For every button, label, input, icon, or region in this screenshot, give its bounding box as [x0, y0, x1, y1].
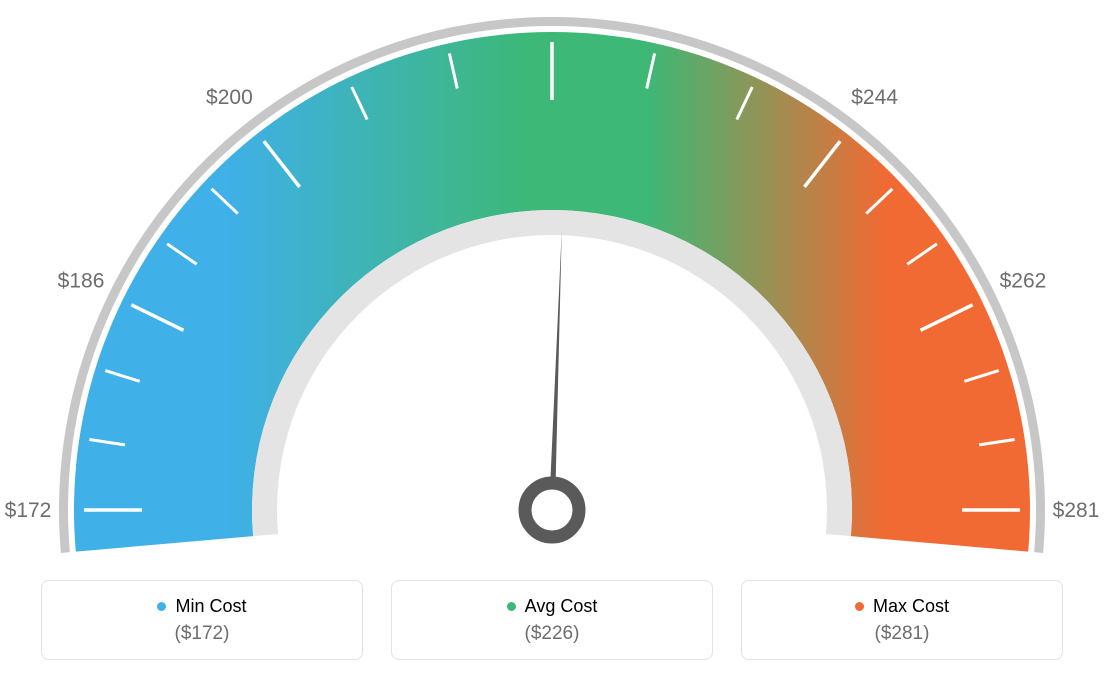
- tick-label: $244: [851, 86, 898, 109]
- needle: [551, 230, 562, 477]
- cost-gauge-chart: { "gauge": { "type": "gauge", "min_value…: [0, 0, 1104, 690]
- avg-cost-card: Avg Cost ($226): [391, 580, 713, 660]
- max-cost-card: Max Cost ($281): [741, 580, 1063, 660]
- card-label: Max Cost: [873, 596, 949, 617]
- dot-icon: [855, 602, 864, 611]
- card-value: ($172): [175, 623, 230, 645]
- card-label: Avg Cost: [525, 596, 598, 617]
- card-value: ($281): [875, 623, 930, 645]
- dot-icon: [157, 602, 166, 611]
- tick-label: $200: [206, 86, 253, 109]
- gauge: $172$186$200$226$244$262$281: [0, 0, 1104, 560]
- tick-label: $262: [1000, 269, 1047, 292]
- tick-label: $281: [1053, 499, 1100, 522]
- card-value: ($226): [525, 623, 580, 645]
- tick-label: $186: [58, 269, 105, 292]
- dot-icon: [507, 602, 516, 611]
- card-label: Min Cost: [175, 596, 246, 617]
- needle-hub: [525, 483, 579, 537]
- cost-cards: Min Cost ($172) Avg Cost ($226) Max Cost…: [0, 580, 1104, 660]
- tick-label: $172: [5, 499, 52, 522]
- min-cost-card: Min Cost ($172): [41, 580, 363, 660]
